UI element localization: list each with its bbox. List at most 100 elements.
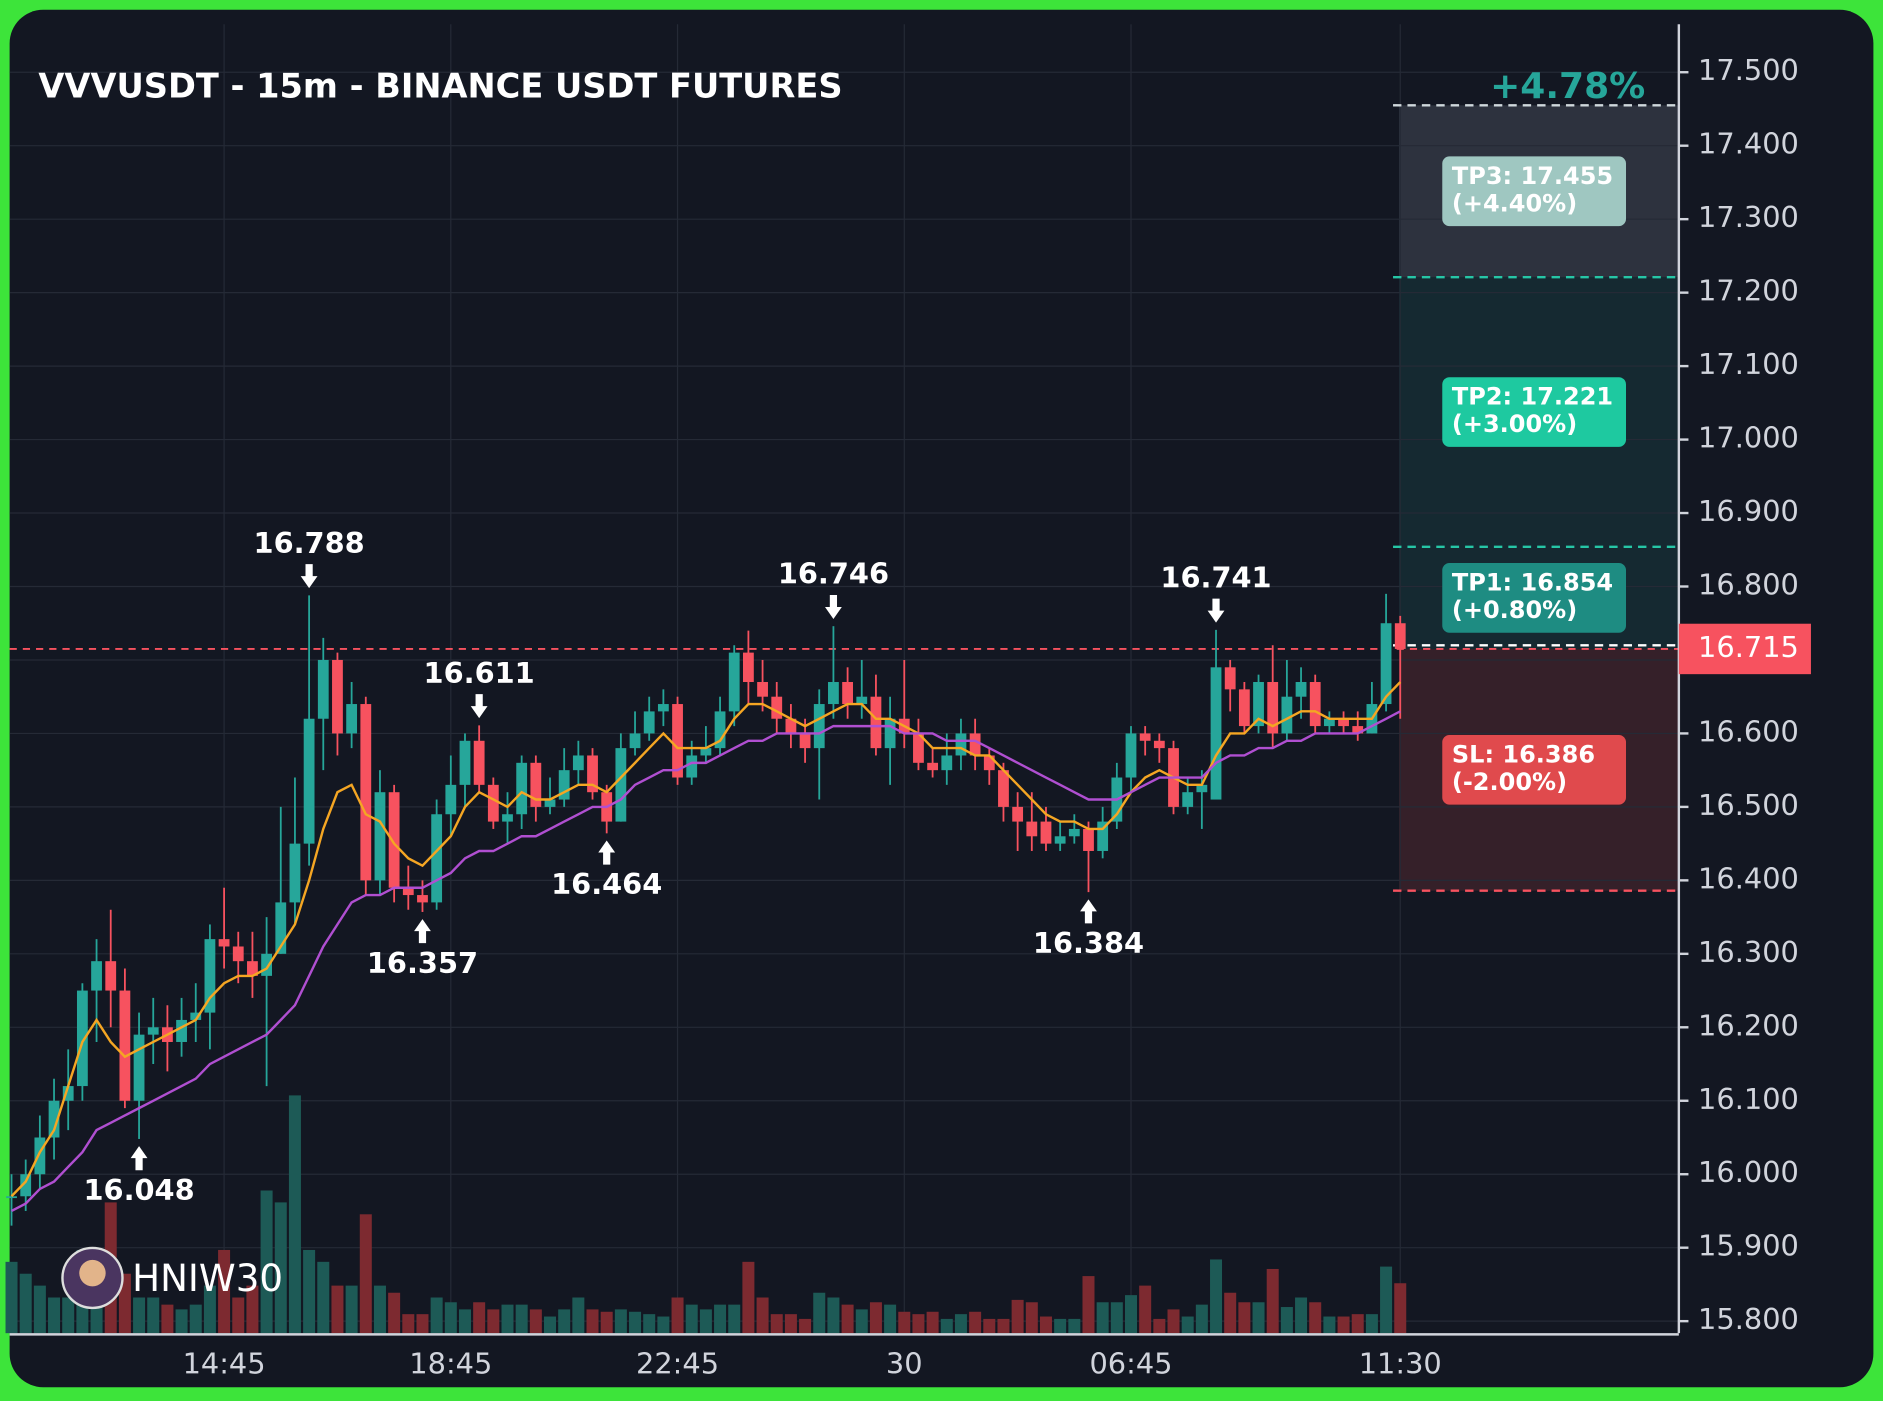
x-tick-label: 22:45 [636, 1347, 719, 1381]
candle-body [1309, 682, 1321, 727]
volume-bar [997, 1318, 1010, 1334]
candle-body [813, 704, 825, 749]
arrow [1080, 899, 1097, 924]
volume-bar [926, 1311, 939, 1334]
volume-bar [1210, 1259, 1223, 1334]
volume-bar [869, 1302, 882, 1334]
volume-bar [288, 1095, 301, 1334]
candle-body [119, 990, 131, 1101]
volume-bar [1025, 1302, 1038, 1334]
volume-bar [430, 1297, 443, 1334]
volume-bar [1110, 1302, 1123, 1334]
volume-bar [1380, 1266, 1393, 1334]
volume-bar [133, 1297, 146, 1334]
candle-body [1380, 623, 1392, 705]
volume-bar [614, 1309, 627, 1334]
candle-body [360, 704, 372, 881]
volume-bar [260, 1190, 273, 1334]
volume-bar [1068, 1318, 1081, 1334]
candle-body [76, 990, 88, 1087]
high-label: 16.746 [778, 557, 889, 591]
volume-bar [558, 1309, 571, 1334]
candle-body [1281, 696, 1293, 734]
volume-bar [714, 1304, 727, 1334]
volume-bar [1167, 1309, 1180, 1334]
candle-body [714, 711, 726, 749]
candle-body [261, 953, 273, 976]
candle-body [48, 1100, 60, 1138]
candle-body [856, 696, 868, 705]
y-tick-label: 16.000 [1698, 1155, 1799, 1189]
avatar-face [79, 1259, 106, 1287]
candle-body [1267, 682, 1279, 734]
volume-bar [1153, 1318, 1166, 1334]
volume-bar [1252, 1302, 1265, 1334]
y-tick-label: 15.900 [1698, 1229, 1799, 1263]
y-tick-label: 16.900 [1698, 494, 1799, 528]
volume-bar [884, 1304, 897, 1334]
level-box [1442, 156, 1627, 227]
candle-body [1323, 718, 1335, 727]
candle-body [728, 652, 740, 712]
volume-bar [515, 1304, 528, 1334]
arrow [130, 1146, 148, 1171]
candle-body [1196, 784, 1208, 793]
volume-bar [118, 1273, 131, 1334]
high-label: 16.611 [424, 656, 535, 690]
candle-body [1054, 836, 1066, 844]
watermark: HNIW30 [61, 1246, 283, 1310]
volume-bar [203, 1285, 216, 1334]
level-label: TP3: 17.455 [1452, 162, 1613, 190]
candle-body [1224, 667, 1236, 690]
volume-bar [629, 1311, 642, 1334]
volume-bar [954, 1314, 967, 1334]
candle-body [1153, 740, 1165, 749]
y-tick-label: 16.200 [1698, 1008, 1799, 1042]
volume-bar [1054, 1318, 1067, 1334]
candle-body [402, 887, 414, 896]
volume-bar [416, 1314, 429, 1334]
candle-body [572, 755, 584, 771]
level-label: TP1: 16.854 [1452, 568, 1613, 596]
volume-bar [19, 1273, 32, 1334]
candle-body [1394, 623, 1406, 649]
x-tick-label: 06:45 [1089, 1347, 1172, 1381]
y-tick-label: 16.800 [1698, 567, 1799, 601]
volume-bar [529, 1309, 542, 1334]
volume-bar [813, 1292, 826, 1334]
volume-bar [1309, 1302, 1322, 1334]
candle-body [445, 784, 457, 815]
candle-body [969, 733, 981, 756]
volume-bar [1082, 1276, 1095, 1334]
candle-body [686, 755, 698, 778]
candle-body [558, 770, 570, 800]
volume-bar [373, 1285, 386, 1334]
y-tick-label: 16.400 [1698, 861, 1799, 895]
volume-bar [232, 1297, 245, 1334]
volume-bar [1365, 1314, 1378, 1334]
candle-body [303, 718, 315, 844]
candle-body [317, 659, 329, 719]
candle-body [544, 799, 556, 807]
candle-body [799, 733, 811, 749]
volume-bar [359, 1214, 372, 1334]
candle-body [1068, 828, 1080, 837]
volume-bar [799, 1318, 812, 1334]
y-tick-label: 16.300 [1698, 935, 1799, 969]
x-tick-label: 14:45 [183, 1347, 266, 1381]
watermark-text: HNIW30 [132, 1256, 283, 1300]
candle-body [374, 792, 386, 881]
volume-bar [147, 1297, 160, 1334]
volume-bar [1224, 1292, 1237, 1334]
candle-body [473, 740, 485, 785]
candle-body [1295, 682, 1307, 697]
y-tick-label: 17.500 [1698, 53, 1799, 87]
candle-body [459, 740, 471, 785]
volume-bar [1351, 1314, 1364, 1334]
volume-bar [1295, 1297, 1308, 1334]
volume-bar [1181, 1316, 1194, 1334]
y-tick-label: 15.800 [1698, 1302, 1799, 1336]
low-label: 16.357 [367, 946, 478, 980]
volume-bar [784, 1314, 797, 1334]
